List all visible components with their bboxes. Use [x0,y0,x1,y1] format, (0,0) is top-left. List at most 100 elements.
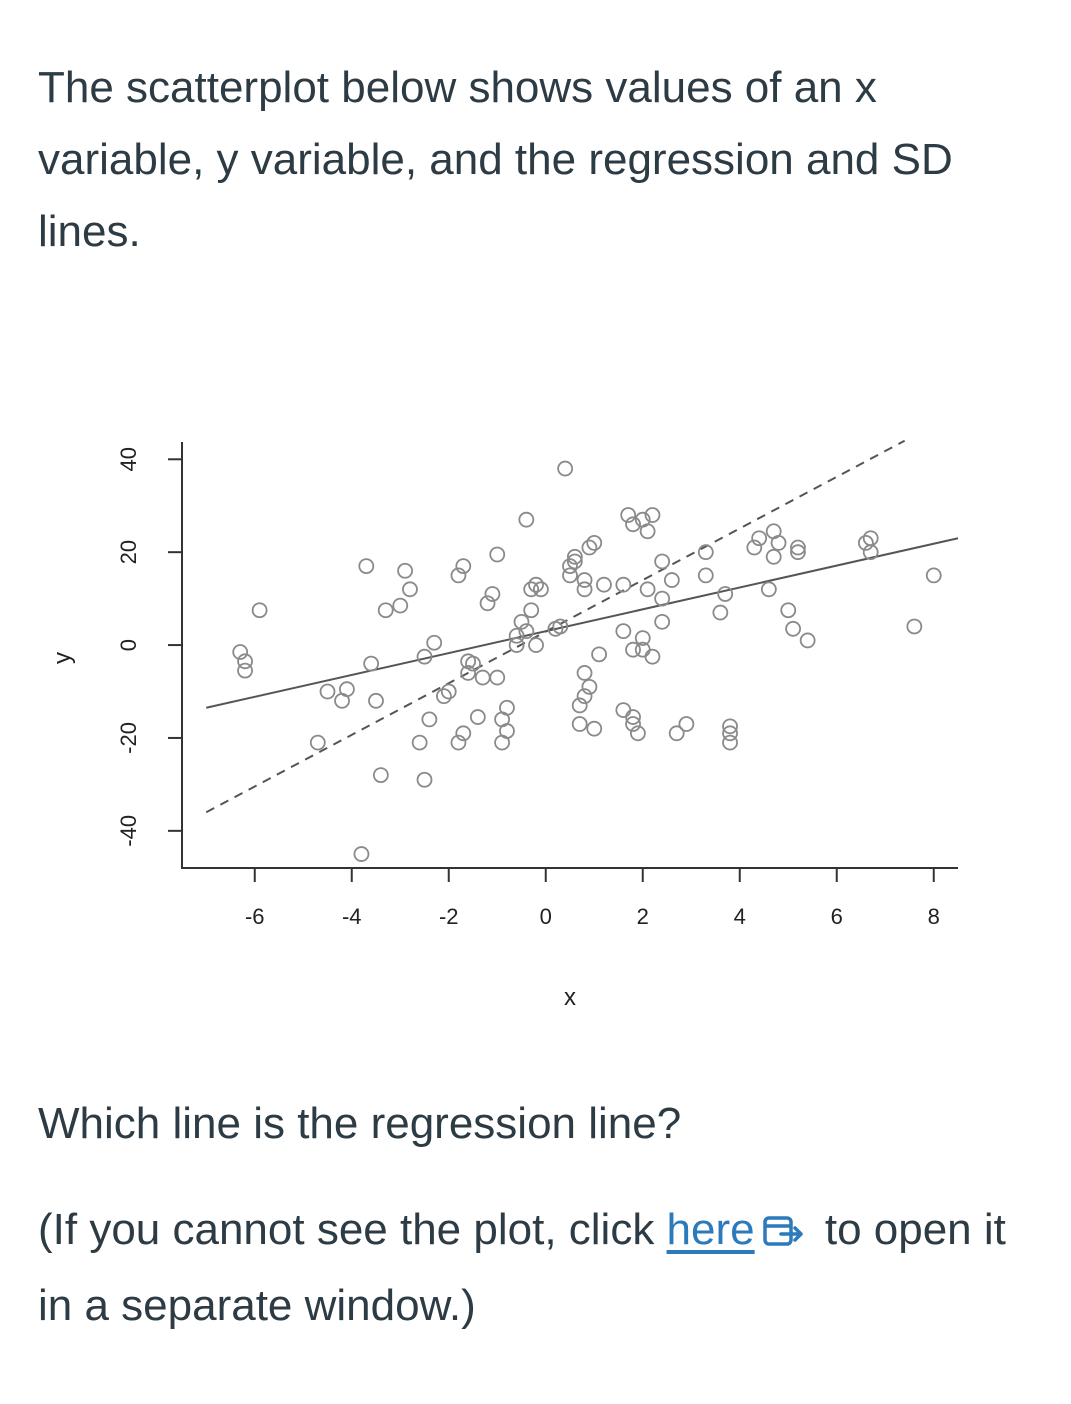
x-tick-label: 6 [831,904,843,929]
y-tick-label: 40 [116,447,141,471]
data-point [906,618,923,635]
data-point [392,597,409,614]
question-text: Which line is the regression line? [38,1099,682,1148]
data-point [571,716,588,732]
data-point [615,702,632,718]
data-point [625,516,641,533]
data-point [586,720,603,737]
data-point [581,678,598,695]
x-tick-label: -4 [342,904,362,929]
data-point [571,697,588,714]
data-point [552,618,569,635]
data-point [528,576,544,593]
data-point [508,627,525,644]
data-point [857,534,874,551]
data-point [576,665,593,681]
data-point [576,572,593,588]
data-point [338,681,355,698]
data-point [566,548,583,565]
chart-points [232,460,942,862]
data-point [499,699,515,716]
data-point [368,692,384,709]
data-point [765,548,782,565]
data-point [678,716,695,732]
open-plot-link[interactable]: here [666,1205,755,1254]
data-point [358,558,375,575]
data-point [576,581,593,598]
plot-frame [181,442,958,869]
data-point [654,553,671,570]
data-point [751,530,768,547]
data-point [450,567,467,584]
data-point [644,507,661,523]
data-point [484,586,501,602]
x-tick-label: -6 [245,904,265,929]
data-point [557,460,574,477]
x-tick-label: -2 [439,904,459,929]
data-point [925,567,942,584]
dashed-line [205,439,906,814]
data-point [377,602,394,619]
data-point [460,665,477,681]
data-point [790,539,806,556]
data-point [663,572,680,588]
data-point [654,590,671,607]
data-point [411,734,428,751]
plot-help-note: (If you cannot see the plot, click here … [38,1194,1038,1342]
data-point [435,688,452,705]
data-point [780,602,797,619]
data-point [586,534,603,551]
data-point [397,562,414,579]
data-point [639,523,656,540]
data-point [799,632,816,649]
y-tick-label: 20 [116,540,141,564]
solid-line [206,537,959,709]
data-point [353,846,370,862]
x-tick-label: 4 [734,904,746,929]
data-point [494,734,511,751]
data-point [421,711,438,728]
data-point [562,567,578,584]
intro-text: The scatterplot below shows values of an… [38,63,953,256]
data-point [581,539,598,556]
data-point [474,669,491,686]
data-point [508,637,525,653]
data-point [712,604,729,621]
data-point [697,567,714,584]
data-point [625,716,641,732]
data-point [232,644,249,660]
data-point [237,662,253,679]
external-link-icon[interactable] [762,1198,807,1270]
data-point [402,581,418,598]
data-point [639,581,656,598]
data-point [615,623,632,640]
data-point [790,544,806,561]
data-point [722,718,738,735]
data-point [697,544,714,561]
data-point [596,576,612,593]
data-point [416,648,433,665]
chart-lines [205,439,959,814]
data-point [668,725,685,742]
data-point [489,669,506,686]
data-point [620,507,637,523]
data-point [533,581,549,598]
data-point [518,623,535,640]
data-point [363,655,380,672]
data-point [654,613,671,630]
x-tick-label: 8 [928,904,940,929]
data-point [862,530,879,547]
data-point [644,648,661,665]
note-text-before: (If you cannot see the plot, click [38,1205,667,1254]
data-point [309,734,326,751]
data-point [455,725,472,742]
y-tick-label: -20 [116,722,141,754]
x-axis-label: x [564,984,576,1011]
y-tick-label: -40 [116,815,141,847]
data-point [630,725,646,742]
note-text-after: to open it in a separate window.) [38,1205,1006,1330]
data-point [513,613,530,630]
data-point [785,620,801,637]
data-point [562,558,578,575]
